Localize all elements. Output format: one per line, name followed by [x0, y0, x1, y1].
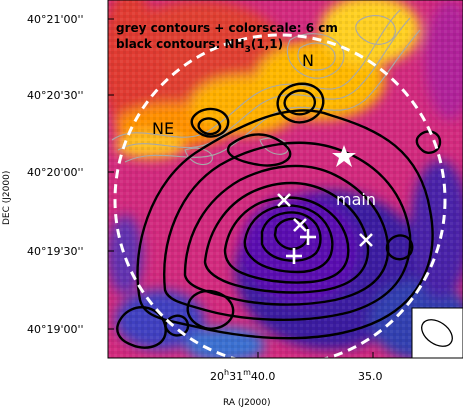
- x-tick-label: 35.0: [358, 370, 383, 383]
- region-label-main: main: [336, 190, 376, 209]
- marker-x: [359, 233, 373, 247]
- plot-frame: [107, 0, 463, 359]
- region-label-ne: NE: [152, 119, 174, 138]
- field-of-view-circle: [113, 33, 447, 358]
- y-axis-label: DEC (J2000): [2, 171, 12, 225]
- marker-plus: [300, 229, 316, 245]
- black-contours-nh3: [116, 82, 442, 349]
- marker-x: [293, 218, 307, 232]
- y-tick-label: 40°19'00'': [27, 323, 84, 336]
- beam-ellipse: [421, 319, 453, 347]
- legend-line-1: grey contours + colorscale: 6 cm: [116, 21, 338, 35]
- marker-plus: [286, 248, 302, 264]
- axis-ticks: [108, 18, 374, 358]
- grey-contours-6cm: [111, 9, 421, 166]
- y-tick-label: 40°19'30'': [27, 245, 84, 258]
- y-tick-label: 40°20'30'': [27, 89, 84, 102]
- beam-box: [411, 307, 463, 359]
- marker-star: [332, 145, 356, 167]
- region-label-n: N: [302, 51, 314, 70]
- source-markers: [277, 145, 373, 264]
- heatmap-6cm: [108, 0, 463, 358]
- x-axis-label: RA (J2000): [223, 398, 271, 408]
- legend-line-2: black contours: NH3(1,1): [116, 37, 283, 55]
- marker-x: [277, 193, 291, 207]
- y-tick-label: 40°20'00'': [27, 166, 84, 179]
- x-tick-label: 20h31m40.0: [210, 368, 275, 383]
- y-tick-label: 40°21'00'': [27, 13, 84, 26]
